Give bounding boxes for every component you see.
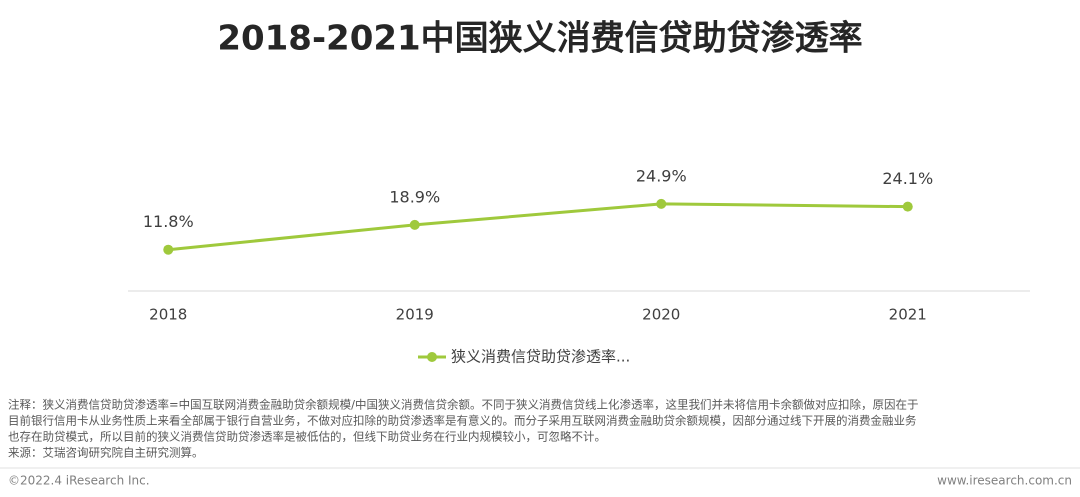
legend-marker bbox=[427, 352, 437, 362]
x-tick-label: 2018 bbox=[149, 306, 187, 324]
chart-title: 2018-2021中国狭义消费信贷助贷渗透率 bbox=[217, 19, 862, 59]
point bbox=[409, 219, 420, 230]
footer-right: www.iresearch.com.cn bbox=[937, 474, 1072, 488]
x-tick-label: 2019 bbox=[396, 306, 434, 324]
data-label: 24.1% bbox=[882, 169, 933, 188]
data-label: 24.9% bbox=[636, 166, 687, 185]
data-label: 11.8% bbox=[143, 212, 194, 231]
line bbox=[168, 202, 908, 252]
footer-left: ©2022.4 iResearch Inc. bbox=[8, 474, 150, 488]
source: 来源：艾瑞咨询研究院自主研究测算。 bbox=[8, 446, 204, 460]
x-tick-label: 2020 bbox=[642, 306, 680, 324]
point bbox=[656, 198, 667, 209]
note-line: 注释：狭义消费信贷助贷渗透率=中国互联网消费金融助贷余额规模/中国狭义消费信贷余… bbox=[8, 398, 919, 412]
legend-label: 狭义消费信贷助贷渗透率... bbox=[451, 348, 630, 366]
note-line: 也存在助贷模式，所以目前的狭义消费信贷助贷渗透率是被低估的，但线下助贷业务在行业… bbox=[8, 430, 606, 444]
point bbox=[163, 244, 174, 255]
note-line: 目前银行信用卡从业务性质上来看全部属于银行自营业务，不做对应扣除的助贷渗透率是有… bbox=[8, 414, 917, 428]
data-label: 18.9% bbox=[389, 187, 440, 206]
point bbox=[902, 201, 913, 212]
x-tick-label: 2021 bbox=[889, 306, 927, 324]
